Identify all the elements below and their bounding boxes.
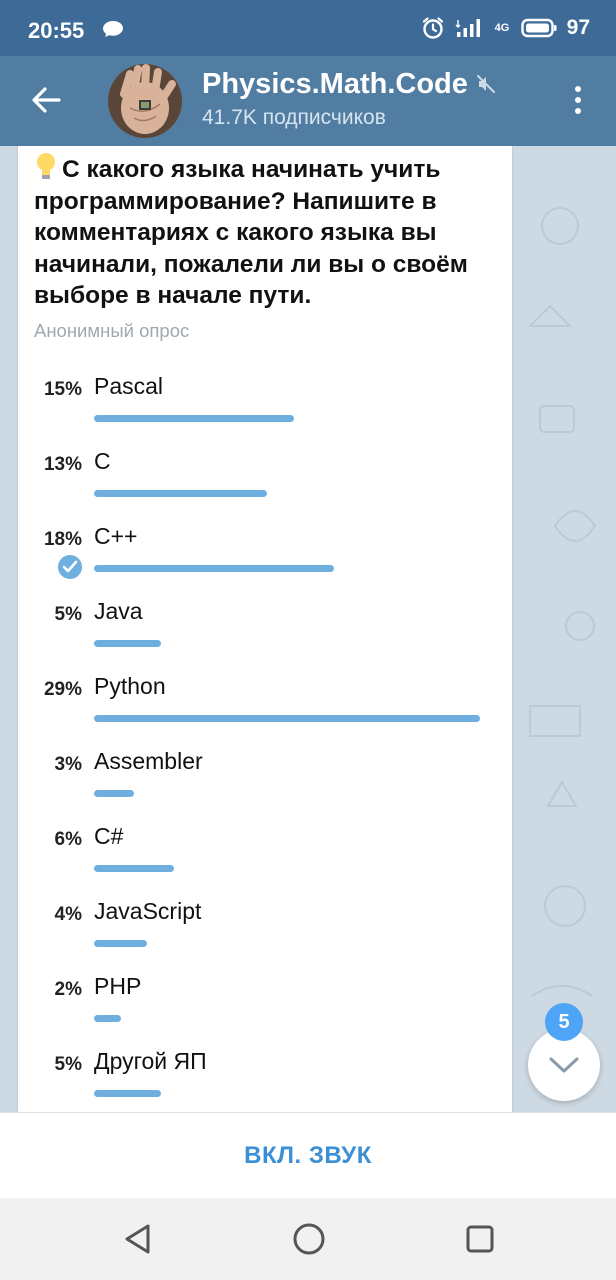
- subscriber-count: 41.7K подписчиков: [202, 106, 386, 129]
- poll-option-percent: 5%: [54, 604, 82, 625]
- poll-option[interactable]: 6% C#: [18, 823, 512, 893]
- poll-option[interactable]: 3% Assembler: [18, 748, 512, 818]
- poll-option-bar: [94, 565, 334, 572]
- channel-avatar[interactable]: [108, 64, 182, 138]
- check-circle-icon: [58, 555, 82, 579]
- poll-option-bar: [94, 415, 294, 422]
- poll-option-label: C: [94, 448, 111, 474]
- poll-option-label: Assembler: [94, 748, 203, 774]
- status-right-group: 4G 97: [421, 16, 590, 40]
- poll-option-percent: 5%: [54, 1054, 82, 1075]
- channel-title[interactable]: Physics.Math.Code: [202, 68, 468, 100]
- poll-option[interactable]: 5% Java: [18, 598, 512, 668]
- back-button[interactable]: [26, 80, 66, 120]
- poll-option-label: Другой ЯП: [94, 1048, 207, 1074]
- poll-option-label: C++: [94, 523, 138, 549]
- system-navigation-bar: [0, 1198, 616, 1280]
- poll-option[interactable]: 4% JavaScript: [18, 898, 512, 968]
- poll-option-bar: [94, 940, 147, 947]
- poll-type-label: Анонимный опрос: [34, 320, 190, 341]
- poll-option-percent: 13%: [43, 454, 82, 475]
- status-time: 20:55: [28, 18, 85, 43]
- light-bulb-icon: [37, 153, 55, 179]
- nav-recent-apps-icon[interactable]: [464, 1223, 496, 1255]
- poll-option-bar-track: [94, 940, 480, 948]
- poll-option-label: Pascal: [94, 373, 164, 399]
- chevron-down-icon: [549, 1057, 579, 1073]
- more-vertical-icon: [575, 86, 581, 92]
- poll-option-bar: [94, 715, 480, 722]
- poll-option-label: PHP: [94, 973, 142, 999]
- poll-option-bar: [94, 1090, 161, 1097]
- poll-option[interactable]: 29% Python: [18, 673, 512, 743]
- speaker-muted-icon: [477, 75, 495, 93]
- poll-question: С какого языка начинать учить программир…: [34, 152, 504, 312]
- signal-icon: [455, 19, 480, 37]
- poll-option-label: C#: [94, 823, 124, 849]
- unmute-button[interactable]: ВКЛ. ЗВУК: [244, 1141, 372, 1169]
- battery-icon: [520, 18, 557, 38]
- poll-option[interactable]: 13% C: [18, 448, 512, 518]
- poll-option-bar: [94, 490, 267, 497]
- more-vertical-icon: [575, 97, 581, 103]
- arrow-left-icon: [32, 87, 61, 113]
- poll-option[interactable]: 18% C++: [18, 523, 512, 593]
- poll-option-percent: 18%: [43, 529, 82, 550]
- poll-option-bar: [94, 790, 134, 797]
- chat-notification-icon: [103, 21, 123, 37]
- poll-option-label: Python: [94, 673, 166, 699]
- channel-bottom-bar: ВКЛ. ЗВУК: [0, 1112, 616, 1198]
- poll-option-bar-track: [94, 1015, 480, 1023]
- poll-question-text: С какого языка начинать учить программир…: [34, 156, 468, 309]
- hand-avatar-icon: [108, 64, 182, 138]
- nav-back-icon[interactable]: [122, 1222, 154, 1256]
- poll-option-label: Java: [94, 598, 143, 624]
- poll-option-bar: [94, 640, 161, 647]
- scroll-down-button[interactable]: [528, 1029, 600, 1101]
- poll-option-bar-track: [94, 715, 480, 723]
- channel-header: Physics.Math.Code 41.7K подписчиков: [0, 56, 616, 146]
- poll-option-bar-track: [94, 1090, 480, 1098]
- poll-option-bar-track: [94, 640, 480, 648]
- unread-count-badge[interactable]: 5: [545, 1003, 583, 1041]
- poll-option-percent: 15%: [43, 379, 82, 400]
- status-bar: 20:55 4G 97: [0, 0, 616, 56]
- poll-option-bar-track: [94, 415, 480, 423]
- poll-message: С какого языка начинать учить программир…: [18, 146, 512, 1112]
- poll-option-percent: 29%: [43, 679, 82, 700]
- poll-option-percent: 4%: [54, 904, 82, 925]
- more-vertical-icon: [575, 108, 581, 114]
- poll-option[interactable]: 2% PHP: [18, 973, 512, 1043]
- poll-option-bar-track: [94, 490, 480, 498]
- nav-home-icon[interactable]: [292, 1222, 326, 1256]
- poll-option-bar-track: [94, 865, 480, 873]
- chat-background-pattern: [527, 207, 597, 997]
- poll-option-percent: 2%: [54, 979, 82, 1000]
- poll-option-bar: [94, 865, 174, 872]
- battery-percent: 97: [566, 16, 590, 39]
- network-type-label: 4G: [494, 21, 510, 34]
- poll-option-percent: 3%: [54, 754, 82, 775]
- poll-option-bar-track: [94, 790, 480, 798]
- poll-option-label: JavaScript: [94, 898, 202, 924]
- chat-area[interactable]: С какого языка начинать учить программир…: [0, 146, 616, 1112]
- more-menu-button[interactable]: [566, 82, 590, 118]
- poll-option[interactable]: 5% Другой ЯП: [18, 1048, 512, 1112]
- poll-option-percent: 6%: [54, 829, 82, 850]
- poll-option[interactable]: 15% Pascal: [18, 373, 512, 443]
- alarm-icon: [422, 17, 443, 39]
- poll-option-bar: [94, 1015, 121, 1022]
- poll-option-bar-track: [94, 565, 480, 573]
